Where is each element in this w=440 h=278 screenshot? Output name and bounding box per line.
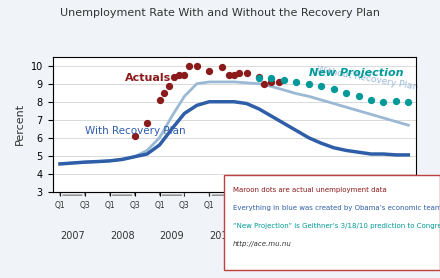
Point [260,81,268,86]
Text: 2011: 2011 [259,231,284,241]
Text: Without Recovery Plan: Without Recovery Plan [316,65,419,92]
Point [256,74,263,79]
Point [171,74,178,79]
Point [143,121,150,126]
Point [235,71,242,75]
Text: Actuals: Actuals [125,73,171,83]
Text: Everything in blue was created by Obama’s economic team: Everything in blue was created by Obama’… [233,205,440,211]
Point [206,69,213,73]
Point [186,63,193,68]
Point [166,83,173,88]
Point [280,78,287,82]
Text: 2009: 2009 [160,231,184,241]
Point [226,73,233,77]
Point [181,73,188,77]
Y-axis label: Percent: Percent [15,103,25,145]
Point [275,80,282,84]
Text: Maroon dots are actual unemployment data: Maroon dots are actual unemployment data [233,187,387,193]
Point [161,91,168,95]
Point [330,87,337,91]
Point [392,99,400,103]
Point [367,98,374,102]
Point [380,100,387,104]
Text: “New Projection” is Geithner’s 3/18/10 prediction to Congress: “New Projection” is Geithner’s 3/18/10 p… [233,223,440,229]
Point [268,80,275,84]
Text: 2012: 2012 [309,231,334,241]
Text: 2013: 2013 [359,231,383,241]
Point [243,71,250,75]
Point [176,73,183,77]
Point [305,81,312,86]
Point [231,73,238,77]
Point [256,76,263,81]
Text: 2014: 2014 [396,231,421,241]
Text: 2010: 2010 [209,231,234,241]
Text: Unemployment Rate With and Without the Recovery Plan: Unemployment Rate With and Without the R… [60,8,380,18]
Point [318,84,325,89]
Text: With Recovery Plan: With Recovery Plan [85,126,186,136]
Point [268,76,275,81]
Text: 2008: 2008 [110,231,135,241]
Point [405,100,412,104]
Text: New Projection: New Projection [309,68,403,78]
Point [193,63,200,68]
Point [131,134,138,138]
Text: 2007: 2007 [60,231,85,241]
Point [293,80,300,84]
Point [355,94,362,99]
Text: http://ace.mu.nu: http://ace.mu.nu [233,241,292,247]
Point [156,98,163,102]
Point [343,91,350,95]
Point [218,65,225,70]
